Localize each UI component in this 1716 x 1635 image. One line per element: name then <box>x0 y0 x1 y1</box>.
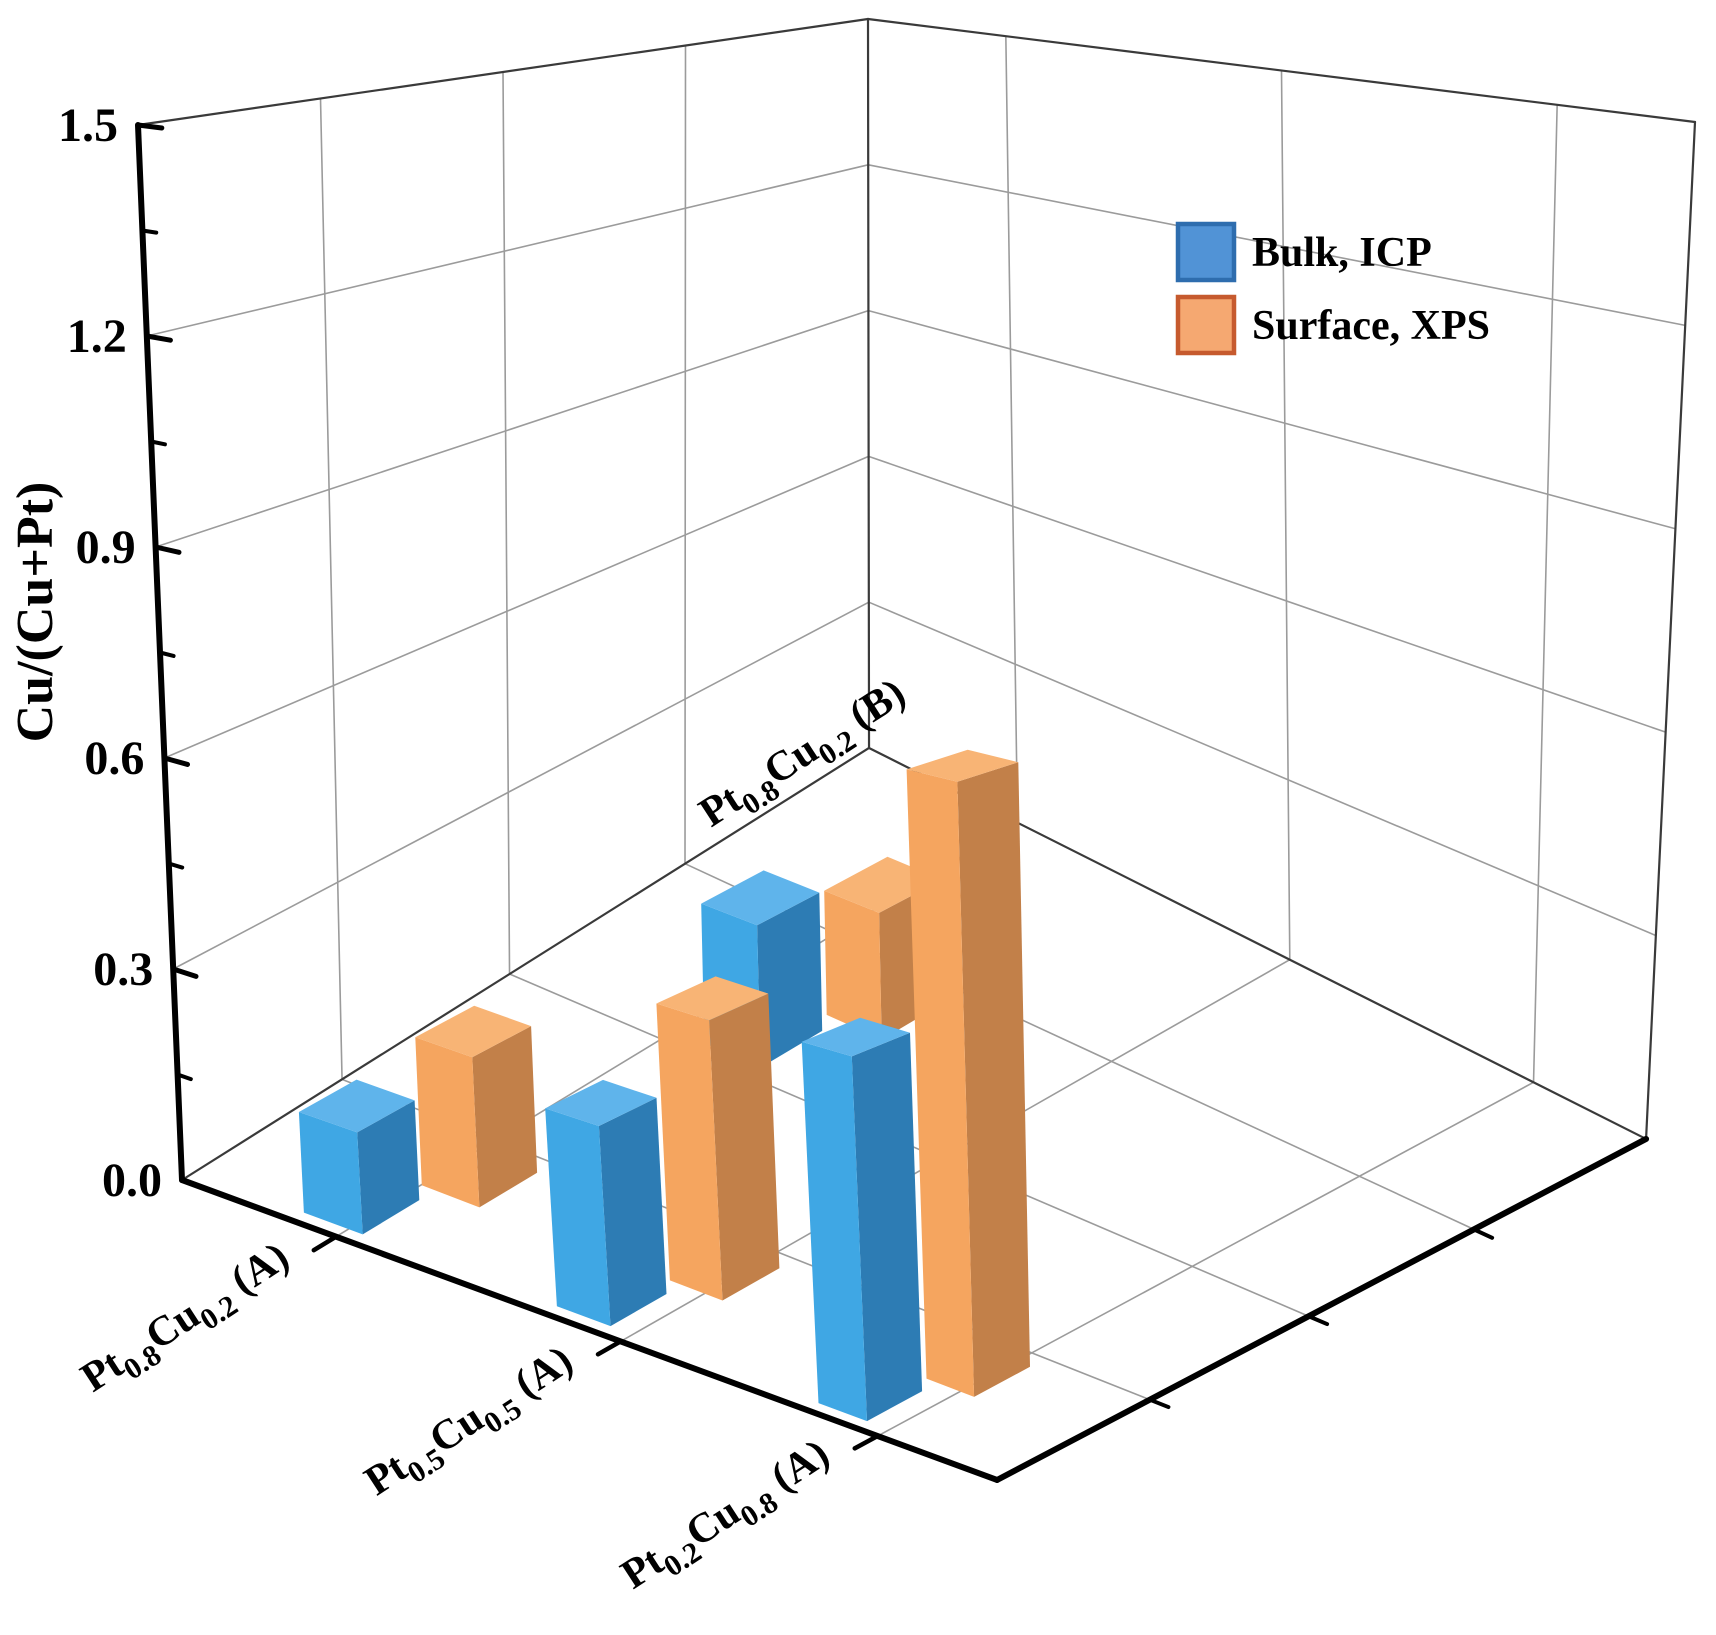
y-axis-tick <box>144 333 173 343</box>
bar-front-face <box>824 890 882 1040</box>
right-wall-gridline <box>867 163 1687 327</box>
bar-side-face <box>598 1097 667 1327</box>
bar-top-face <box>801 1017 910 1057</box>
bar-side-face <box>757 892 823 1068</box>
right-wall-gridline <box>868 601 1657 937</box>
y-tick-label: 0.9 <box>76 521 136 574</box>
bar-surface-xps-cat3 <box>906 749 1030 1397</box>
left-wall-vertical-gridline <box>319 97 343 1081</box>
bar-front-face <box>906 769 975 1397</box>
right-wall-vertical-gridline <box>1532 104 1558 1084</box>
right-wall-right-edge <box>1644 120 1697 1141</box>
y-tick-labels: 0.0 0.3 0.6 0.9 1.2 1.5 <box>58 99 162 1207</box>
legend-label: Surface, XPS <box>1252 303 1490 349</box>
legend: Bulk, ICP Surface, XPS <box>1175 221 1490 356</box>
bar-front-face <box>415 1037 480 1208</box>
right-wall-vertical-gridline <box>1005 35 1019 824</box>
category-axis-tick <box>311 1234 339 1253</box>
bar-side-face <box>957 762 1030 1397</box>
bar-side-face <box>472 1026 538 1208</box>
y-axis-tick <box>153 544 182 555</box>
bar-front-face <box>545 1108 611 1327</box>
bar-bulk-icp-cat1 <box>298 1079 420 1235</box>
y-tick-label: 1.2 <box>67 310 127 363</box>
bar-top-face <box>545 1079 657 1126</box>
bar-top-face <box>701 870 820 926</box>
y-axis-tick <box>149 439 167 447</box>
left-floor-edge <box>180 746 871 1182</box>
legend-item-2: Surface, XPS <box>1175 294 1490 356</box>
bar-surface-xps-cat2 <box>656 976 780 1301</box>
category-axis-tick <box>595 1339 623 1357</box>
depth-axis <box>994 1135 1650 1483</box>
y-axis-tick <box>140 228 159 235</box>
y-tick-label: 0.0 <box>102 1154 162 1207</box>
bars <box>298 749 1030 1422</box>
y-axis-tick <box>161 755 191 767</box>
left-wall-gridline <box>146 163 870 337</box>
legend-item-1: Bulk, ICP <box>1175 221 1432 283</box>
bar-front-face <box>298 1112 363 1235</box>
bar-front-face <box>656 1003 723 1301</box>
right-wall-top-edge <box>866 17 1697 124</box>
box-edges <box>136 17 1697 1182</box>
y-axis-tick <box>166 861 185 870</box>
y-axis-tick <box>170 966 199 979</box>
left-wall-gridline <box>154 309 870 548</box>
right-wall-gridline <box>867 455 1667 733</box>
bar-side-face <box>709 993 780 1301</box>
y-axis-tick <box>175 1072 193 1082</box>
bar-bulk-icp-cat2 <box>545 1079 667 1327</box>
bar-top-face <box>415 1005 532 1058</box>
legend-label: Bulk, ICP <box>1252 230 1432 276</box>
y-axis-title: Cu/(Cu+Pt) <box>7 482 64 743</box>
bar-top-face <box>906 749 1019 782</box>
right-wall-vertical-gridline <box>1280 69 1291 961</box>
category-axis <box>179 1177 1001 1483</box>
axes <box>135 122 1650 1483</box>
bar-front-face <box>801 1041 867 1422</box>
bar-top-face <box>298 1079 415 1133</box>
legend-swatch <box>1175 221 1237 283</box>
right-wall-gridline <box>867 309 1677 530</box>
category-axis-tick <box>852 1433 880 1451</box>
legend-swatch <box>1175 294 1237 356</box>
bar-surface-xps-cat1 <box>415 1005 538 1208</box>
left-wall-vertical-gridline <box>502 71 511 975</box>
y-axis-tick <box>135 122 165 131</box>
bar-side-face <box>357 1100 420 1235</box>
y-tick-label: 0.6 <box>84 732 144 785</box>
depth-axis-tick <box>1471 1227 1495 1240</box>
bar-top-face <box>656 976 769 1021</box>
left-wall-gridline <box>163 455 870 759</box>
bar-bulk-icp-cat3 <box>801 1017 923 1422</box>
y-tick-label: 1.5 <box>58 99 118 152</box>
wall-corner-edge <box>866 17 871 750</box>
bar-side-face <box>851 1032 923 1422</box>
left-wall-top-edge <box>136 17 870 127</box>
depth-axis-tick <box>1147 1397 1171 1410</box>
y-axis-tick <box>158 650 176 658</box>
y-axis-tick <box>179 1177 208 1191</box>
depth-axis-tick <box>1306 1314 1330 1327</box>
left-wall-gridline <box>172 601 870 970</box>
y-tick-label: 0.3 <box>93 943 153 996</box>
